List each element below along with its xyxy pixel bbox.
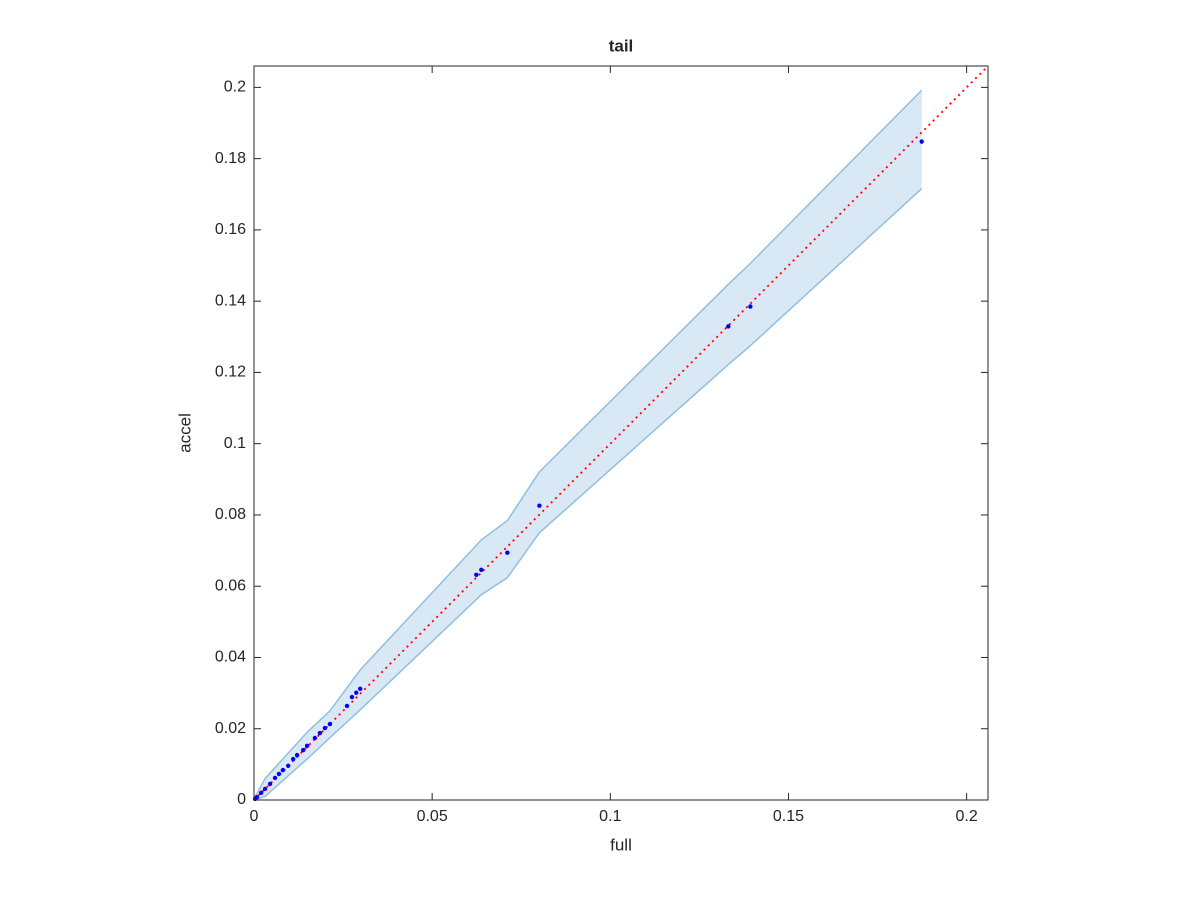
point (349, 694, 355, 700)
x-tick-label: 0.2 (955, 808, 977, 825)
y-tick-label: 0.02 (215, 720, 246, 737)
point (276, 771, 282, 777)
point (474, 572, 479, 578)
x-tick-label: 0.15 (773, 808, 804, 825)
y-tick-label: 0.2 (224, 79, 246, 96)
point (327, 721, 333, 727)
point (919, 139, 924, 144)
point (322, 725, 328, 731)
point (294, 752, 300, 758)
point (357, 686, 363, 692)
x-tick-label: 0.05 (417, 808, 448, 825)
point (312, 735, 318, 741)
point (280, 767, 286, 773)
y-tick-label: 0.14 (215, 292, 246, 309)
point (300, 747, 306, 753)
point (258, 790, 264, 796)
y-tick-label: 0.06 (215, 577, 246, 594)
y-axis-label: accel (175, 413, 194, 453)
point (286, 763, 291, 768)
y-tick-label: 0.08 (215, 506, 246, 523)
y-tick-label: 0.1 (224, 435, 246, 452)
x-axis-label: full (610, 835, 632, 854)
point (344, 703, 350, 709)
point (272, 775, 278, 781)
point (479, 567, 484, 573)
confidence-band (254, 90, 922, 800)
band-upper (253, 89, 923, 800)
x-tick-label: 0.1 (599, 808, 621, 825)
point (726, 324, 731, 329)
reference-line (253, 65, 989, 801)
point (262, 786, 268, 792)
axes-box (253, 65, 989, 801)
y-tick-label: 0.16 (215, 221, 246, 238)
y-tick-label: 0.12 (215, 364, 246, 381)
point (267, 781, 273, 787)
point (354, 690, 359, 695)
chart-title: tail (609, 36, 634, 55)
point (537, 503, 542, 508)
y-tick-label: 0.18 (215, 150, 246, 167)
point (304, 743, 310, 749)
point (505, 550, 510, 555)
x-tick-label: 0 (250, 808, 259, 825)
y-tick-label: 0.04 (215, 649, 246, 666)
point (748, 304, 753, 309)
point (290, 756, 296, 762)
y-tick-label: 0 (237, 791, 246, 808)
band-lower (253, 188, 923, 801)
point (317, 730, 323, 736)
